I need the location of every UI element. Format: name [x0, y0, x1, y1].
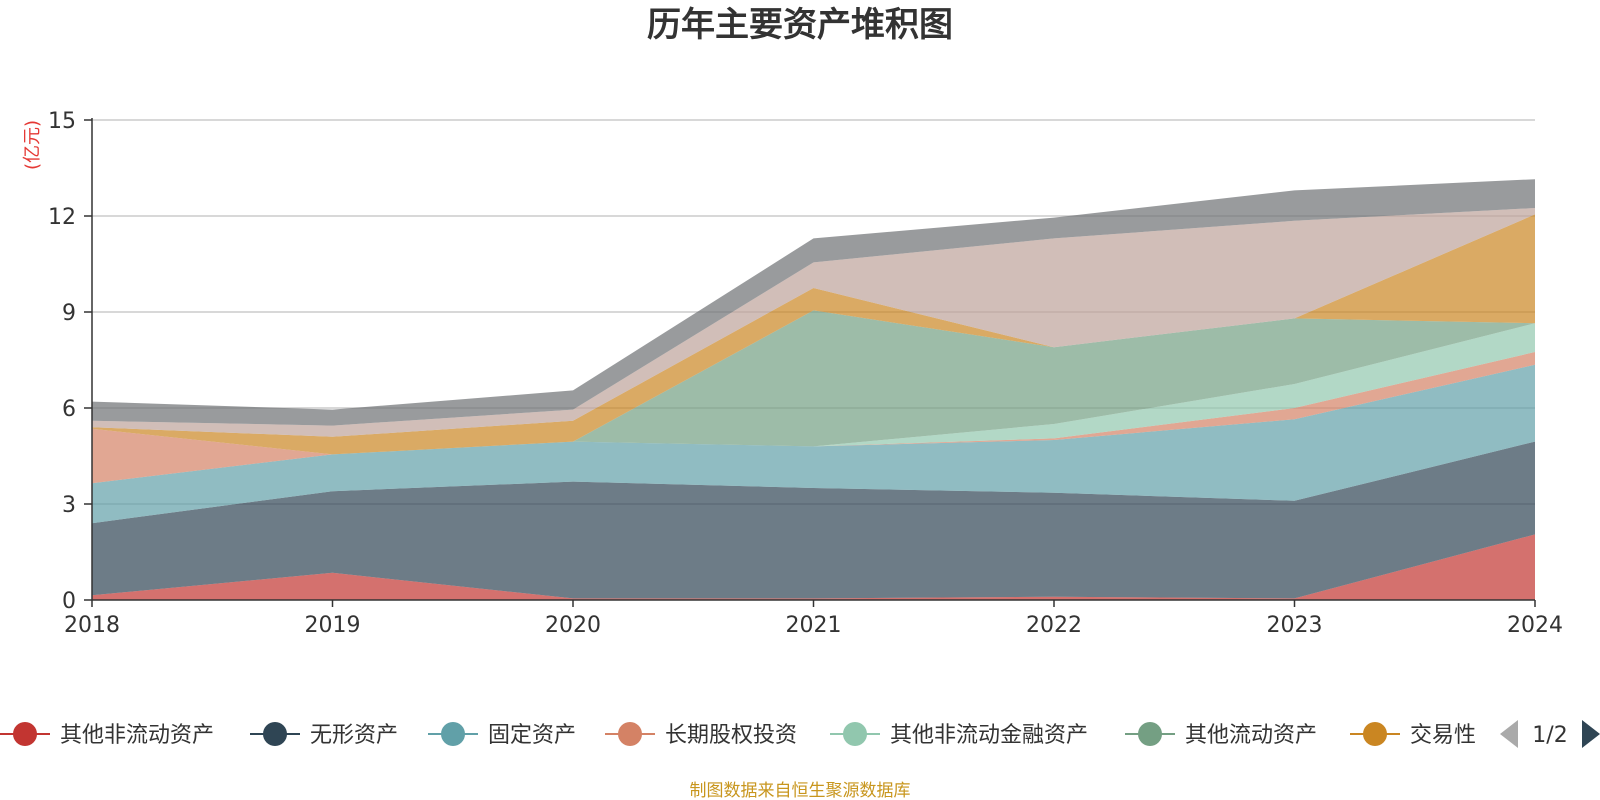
legend-label: 其他非流动金融资产 — [890, 723, 1088, 748]
legend-label: 其他流动资产 — [1185, 723, 1317, 748]
area-series — [92, 179, 1535, 600]
x-tick-label: 2018 — [64, 613, 120, 638]
legend-label: 长期股权投资 — [665, 723, 797, 748]
y-tick-label: 6 — [62, 397, 76, 422]
y-tick-label: 12 — [48, 205, 76, 230]
y-axis-unit: (亿元) — [22, 120, 43, 170]
x-tick-label: 2020 — [545, 613, 601, 638]
legend-label: 无形资产 — [310, 723, 398, 748]
y-tick-label: 0 — [62, 589, 76, 614]
axes: 0 3 6 9 12 15 2018 2019 2020 2021 2022 2023 2024 — [48, 109, 1563, 638]
x-tick-label: 2021 — [786, 613, 842, 638]
legend-item[interactable]: 其他流动资产 — [1125, 722, 1317, 748]
x-tick-label: 2023 — [1267, 613, 1323, 638]
area-series-4 — [92, 323, 1535, 455]
data-source-footer: 制图数据来自恒生聚源数据库 — [690, 781, 911, 800]
legend-label: 交易性 — [1410, 723, 1476, 748]
area-series-1 — [92, 441, 1535, 599]
legend-item[interactable]: 固定资产 — [428, 722, 576, 748]
x-tick-label: 2019 — [305, 613, 361, 638]
legend-marker-icon — [441, 722, 465, 746]
triangle-right-icon[interactable] — [1582, 720, 1600, 748]
chart-title: 历年主要资产堆积图 — [647, 5, 953, 45]
area-series-0 — [92, 534, 1535, 600]
legend-page-indicator: 1/2 — [1532, 723, 1567, 748]
legend-marker-icon — [618, 722, 642, 746]
legend-marker-icon — [13, 722, 37, 746]
triangle-left-icon[interactable] — [1500, 720, 1518, 748]
legend-marker-icon — [1138, 722, 1162, 746]
x-tick-label: 2024 — [1507, 613, 1563, 638]
legend-item[interactable]: 交易性 — [1350, 722, 1476, 748]
y-tick-label: 15 — [48, 109, 76, 134]
area-series-3 — [92, 352, 1535, 484]
legend-label: 其他非流动资产 — [60, 723, 214, 748]
area-series-8 — [92, 179, 1535, 426]
area-series-7 — [92, 208, 1535, 437]
area-series-5 — [92, 310, 1535, 455]
legend-item[interactable]: 其他非流动资产 — [0, 722, 214, 748]
area-series-2 — [92, 364, 1535, 524]
legend-item[interactable]: 长期股权投资 — [605, 722, 797, 748]
legend-item[interactable]: 无形资产 — [250, 722, 398, 748]
legend-marker-icon — [1363, 722, 1387, 746]
x-tick-label: 2022 — [1026, 613, 1082, 638]
legend-item[interactable]: 其他非流动金融资产 — [830, 722, 1088, 748]
y-tick-label: 9 — [62, 301, 76, 326]
legend-marker-icon — [843, 722, 867, 746]
legend-label: 固定资产 — [488, 723, 576, 748]
legend-marker-icon — [263, 722, 287, 746]
y-tick-label: 3 — [62, 493, 76, 518]
legend: 其他非流动资产 无形资产 固定资产 长期股权投资 其他非流动金融资产 其他流动资产 交易性 1… — [0, 720, 1600, 748]
